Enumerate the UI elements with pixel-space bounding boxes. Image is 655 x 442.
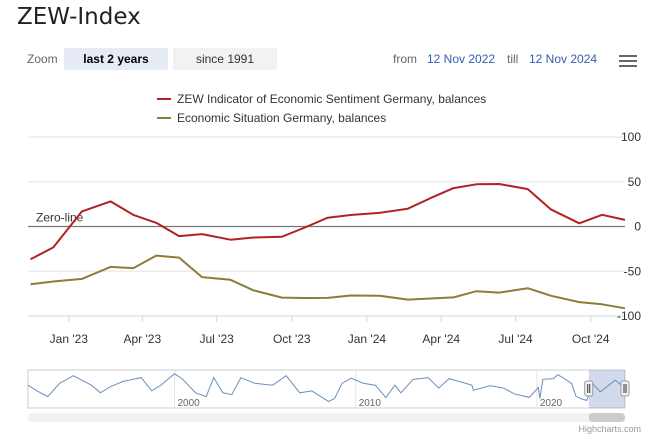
legend[interactable]: ZEW Indicator of Economic Sentiment Germ…	[157, 92, 486, 125]
navigator-scrollbar-track	[28, 413, 625, 422]
series-lines	[30, 183, 626, 310]
y-tick-label-3: -50	[624, 264, 642, 278]
y-tick-label-4: -100	[617, 309, 641, 323]
zoom-since-1991-button[interactable]: since 1991	[173, 48, 277, 70]
series-line-0	[30, 183, 626, 261]
navigator-scrollbar-thumb[interactable]	[588, 413, 625, 422]
x-tick-label-6: Jul '24	[498, 332, 533, 346]
navigator[interactable]: 2000 2010 2020	[27, 369, 630, 422]
navigator-tick-label-1: 2010	[359, 398, 382, 409]
legend-item-1: Economic Situation Germany, balances	[177, 111, 386, 125]
x-tick-label-7: Oct '24	[572, 332, 610, 346]
x-tick-label-1: Apr '23	[124, 332, 162, 346]
range-till-input[interactable]: 12 Nov 2024	[529, 52, 598, 66]
x-tick-label-4: Jan '24	[348, 332, 387, 346]
navigator-selection-mask	[588, 370, 625, 408]
navigator-left-handle[interactable]	[584, 380, 594, 397]
y-axis: 100 50 0 -50 -100	[617, 130, 641, 323]
zero-line-label: Zero-line	[36, 211, 84, 225]
series-line-1	[30, 254, 626, 310]
y-tick-label-0: 100	[621, 130, 641, 144]
navigator-series-0	[27, 373, 625, 402]
navigator-frame	[27, 369, 626, 409]
range-from-input[interactable]: 12 Nov 2022	[427, 52, 496, 66]
range-till-label: till	[507, 52, 519, 66]
y-tick-label-2: 0	[634, 220, 641, 234]
legend-item-0: ZEW Indicator of Economic Sentiment Germ…	[177, 92, 486, 106]
navigator-tick-label-0: 2000	[177, 398, 200, 409]
credits-link[interactable]: Highcharts.com	[578, 424, 641, 434]
y-tick-label-1: 50	[628, 175, 642, 189]
navigator-right-handle[interactable]	[620, 380, 630, 397]
navigator-tick-label-2: 2020	[540, 398, 563, 409]
x-tick-label-2: Jul '23	[199, 332, 234, 346]
x-axis: Jan '23 Apr '23 Jul '23 Oct '23 Jan '24 Apr '…	[28, 315, 625, 346]
zoom-label: Zoom	[27, 52, 58, 66]
menu-icon[interactable]	[617, 53, 639, 71]
x-tick-label-5: Apr '24	[422, 332, 460, 346]
page-title: ZEW-Index	[17, 4, 141, 30]
x-tick-label-3: Oct '23	[273, 332, 311, 346]
zero-line: Zero-line	[28, 211, 625, 228]
range-from-label: from	[393, 52, 417, 66]
zoom-last-2-years-button[interactable]: last 2 years	[64, 48, 168, 70]
x-tick-label-0: Jan '23	[50, 332, 89, 346]
